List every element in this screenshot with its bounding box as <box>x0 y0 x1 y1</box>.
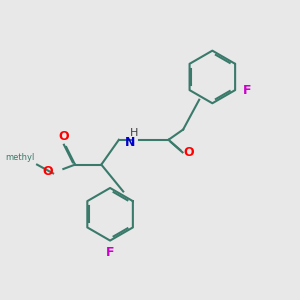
Text: O: O <box>58 130 69 143</box>
Text: O: O <box>43 165 53 178</box>
Text: F: F <box>106 246 114 260</box>
Text: O: O <box>183 146 194 159</box>
Text: F: F <box>243 84 251 97</box>
Text: N: N <box>124 136 135 148</box>
Text: H: H <box>130 128 138 138</box>
Text: methyl: methyl <box>5 153 34 162</box>
